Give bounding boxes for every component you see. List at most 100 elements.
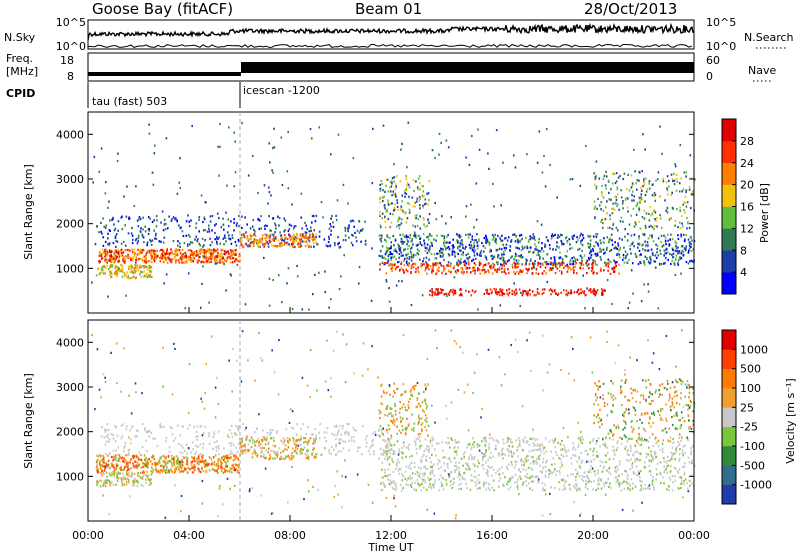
echo-point	[134, 252, 136, 255]
echo-point	[295, 238, 298, 241]
echo-point	[173, 256, 176, 259]
echo-point	[621, 482, 623, 485]
echo-point	[505, 247, 507, 250]
echo-point	[674, 467, 677, 470]
echo-point	[467, 236, 470, 239]
echo-point	[496, 261, 498, 264]
echo-point	[621, 473, 624, 476]
echo-point	[287, 446, 290, 449]
echo-point	[130, 458, 132, 461]
echo-point	[197, 254, 199, 257]
echo-point	[511, 289, 513, 292]
echo-point	[578, 292, 581, 295]
echo-point	[542, 291, 545, 294]
echo-point	[570, 262, 573, 265]
echo-point	[150, 243, 153, 246]
echo-point	[107, 428, 110, 431]
echo-point	[480, 253, 482, 256]
echo-point	[127, 449, 130, 452]
echo-point	[501, 267, 503, 270]
echo-point	[155, 468, 158, 471]
echo-point	[351, 233, 353, 236]
echo-point	[616, 188, 619, 191]
echo-point	[229, 429, 231, 432]
echo-point	[272, 171, 274, 174]
echo-point	[410, 256, 413, 259]
echo-point	[405, 260, 408, 263]
echo-point	[552, 234, 555, 238]
echo-point	[607, 269, 609, 272]
echo-point	[267, 242, 270, 245]
echo-point	[569, 259, 572, 262]
echo-point	[272, 429, 274, 432]
echo-point	[578, 487, 581, 490]
echo-point	[279, 245, 282, 248]
echo-point	[107, 464, 109, 467]
echo-point	[288, 223, 291, 226]
echo-point	[535, 245, 537, 248]
echo-point	[473, 262, 476, 265]
echo-point	[677, 246, 679, 249]
echo-point	[676, 208, 678, 211]
echo-point	[395, 249, 397, 253]
echo-point	[461, 294, 463, 297]
echo-point	[441, 215, 443, 218]
echo-point	[99, 251, 101, 254]
echo-point	[627, 197, 629, 200]
echo-point	[352, 435, 355, 438]
echo-point	[424, 246, 427, 249]
echo-point	[135, 261, 137, 264]
echo-point	[569, 292, 572, 295]
echo-point	[143, 464, 146, 468]
echo-point	[407, 247, 409, 250]
echo-point	[678, 252, 681, 255]
echo-point	[231, 236, 234, 239]
echo-point	[412, 256, 415, 259]
echo-point	[101, 256, 104, 259]
echo-point	[471, 446, 473, 449]
echo-point	[641, 480, 643, 483]
echo-point	[248, 243, 251, 246]
echo-point	[118, 267, 120, 270]
echo-point	[253, 448, 255, 451]
echo-point	[167, 460, 169, 463]
echo-point	[428, 199, 430, 202]
echo-point	[238, 240, 240, 243]
echo-point	[230, 274, 232, 277]
echo-point	[366, 435, 368, 438]
echo-point	[226, 257, 228, 260]
echo-point	[195, 226, 197, 229]
echo-point	[358, 282, 360, 285]
echo-point	[415, 244, 418, 247]
echo-point	[667, 239, 669, 242]
echo-point	[165, 440, 167, 443]
echo-point	[124, 445, 126, 448]
echo-point	[269, 161, 271, 164]
echo-point	[270, 229, 272, 232]
echo-point	[469, 246, 471, 249]
echo-point	[169, 426, 172, 429]
echo-point	[544, 489, 546, 492]
echo-point	[205, 256, 208, 259]
echo-point	[203, 261, 205, 264]
echo-point	[125, 428, 128, 431]
echo-point	[439, 249, 441, 253]
echo-point	[607, 179, 610, 182]
echo-point	[395, 183, 397, 186]
echo-point	[472, 249, 475, 252]
echo-point	[581, 436, 583, 439]
echo-point	[634, 170, 636, 173]
echo-point	[466, 271, 468, 274]
echo-point	[579, 261, 581, 264]
echo-point	[222, 455, 225, 458]
echo-point	[498, 291, 500, 294]
echo-point	[387, 446, 389, 449]
echo-point	[288, 243, 290, 246]
echo-point	[402, 254, 404, 257]
echo-point	[596, 272, 598, 275]
echo-point	[107, 243, 109, 246]
echo-point	[180, 470, 183, 473]
echo-point	[148, 430, 150, 433]
echo-point	[501, 264, 503, 267]
echo-point	[519, 234, 521, 237]
